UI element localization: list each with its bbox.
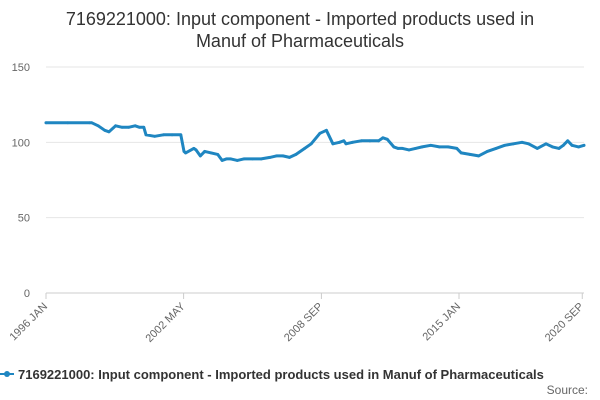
data-point [377,139,380,143]
data-point [309,142,313,146]
data-point [420,145,424,149]
data-point [468,152,472,156]
data-point [133,124,137,128]
data-point [142,125,146,129]
data-point [90,121,94,125]
y-tick-label: 150 [12,62,30,74]
data-point [318,131,322,135]
data-point [494,146,498,150]
data-point [544,142,548,146]
data-point [120,125,124,129]
data-point [561,143,565,147]
data-point [44,121,48,125]
data-point [203,149,207,153]
data-point [551,145,554,149]
data-point [407,148,411,152]
data-point [396,146,400,150]
data-point [368,139,372,143]
data-point [455,146,459,150]
legend-label: 7169221000: Input component - Imported p… [18,366,544,382]
y-tick-label: 100 [12,137,30,149]
data-point [325,128,328,132]
legend-series-marker [0,369,14,379]
data-point [268,156,272,159]
data-point [570,143,574,147]
data-point [127,125,131,129]
x-tick-label: 2002 MAY [143,300,188,345]
data-point [359,139,363,143]
data-point [281,154,285,158]
chart-title-line-2: Manuf of Pharmaceuticals [195,31,405,51]
data-point [170,133,174,137]
data-point [184,151,187,155]
x-tick-label: 1996 JAN [7,301,50,344]
data-point [144,133,148,137]
data-point [138,125,141,129]
series-line [44,121,586,162]
data-point [582,143,586,147]
data-point [535,146,539,150]
data-point [66,121,70,125]
chart-title-line-1: 7169221000: Input component - Imported p… [65,9,535,29]
data-point [342,139,346,143]
data-point [331,142,335,146]
data-point [209,151,213,155]
data-point [392,145,396,149]
data-point [220,159,224,162]
data-point [438,145,441,149]
data-point [294,152,298,156]
legend[interactable]: 7169221000: Input component - Imported p… [0,366,544,382]
source-credit: Source: [546,383,588,397]
data-point [303,146,307,150]
data-point [557,146,561,150]
data-point [485,149,489,153]
data-point [275,154,278,158]
data-point [351,140,354,144]
data-point [288,156,291,159]
data-point [96,124,100,128]
data-point [344,142,348,146]
data-point [338,140,341,144]
data-point [503,143,507,147]
data-point [153,134,157,138]
data-point [242,157,246,161]
legend-dot [4,371,10,377]
data-point [527,142,530,146]
data-point [429,143,433,147]
data-point [179,133,183,137]
data-point [251,157,254,161]
data-point [88,121,91,125]
data-point [566,139,570,143]
data-point [381,136,385,140]
data-point [511,142,515,146]
data-point [477,154,480,158]
data-point [229,157,233,161]
data-point [459,151,463,155]
data-point [194,148,198,152]
data-point [259,157,263,161]
data-point [225,157,228,161]
data-point [401,146,404,150]
data-point [385,137,389,141]
x-tick-label: 2008 SEP [282,301,326,345]
data-point [192,146,196,150]
data-point [114,124,117,128]
data-point [103,128,107,132]
data-point [235,159,239,162]
data-point [161,133,165,137]
data-point [446,145,450,149]
data-point [577,145,580,149]
data-point [107,130,111,134]
data-point [216,152,220,156]
data-point [198,154,202,158]
data-point [414,146,417,150]
y-tick-label: 50 [18,213,30,225]
data-point [520,140,524,144]
y-tick-label: 0 [24,288,30,300]
x-tick-label: 2015 JAN [420,301,463,344]
chart-title: 7169221000: Input component - Imported p… [0,8,600,52]
x-tick-label: 2020 SEP [543,301,587,345]
